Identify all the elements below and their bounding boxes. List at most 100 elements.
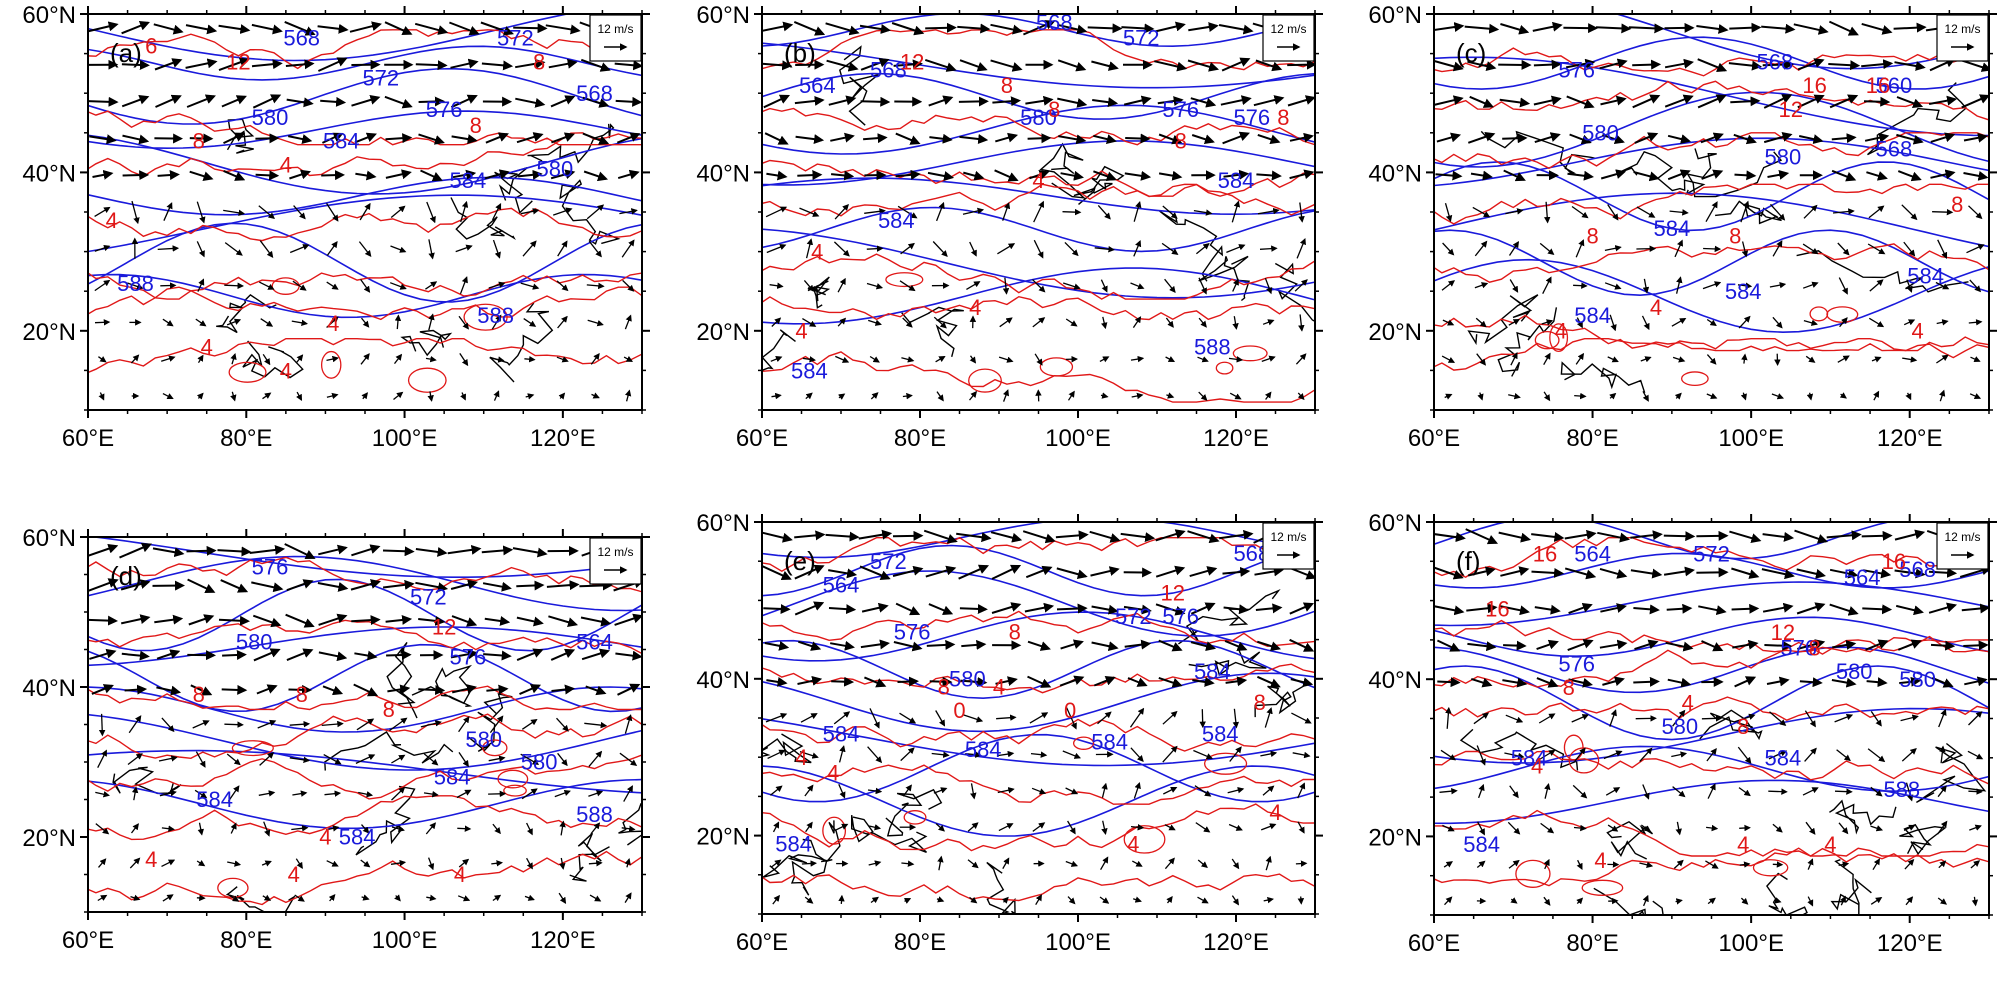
blue-contour-label: 580	[521, 750, 558, 775]
lat-tick-label: 60°N	[22, 525, 76, 552]
blue-contour-label: 584	[1511, 746, 1548, 771]
map-panel-2: 5685725645685805765765725845845885841288…	[696, 2, 1323, 452]
blue-contour-label: 560	[1876, 73, 1913, 98]
blue-contour-label: 564	[799, 73, 836, 98]
lat-tick-label: 20°N	[22, 825, 76, 852]
blue-contour-label: 580	[1899, 667, 1936, 692]
geopotential-contours	[762, 14, 1315, 325]
reference-vector-label: 12 m/s	[1944, 530, 1980, 544]
blue-contour-label: 572	[870, 549, 907, 574]
red-contour-label: 4	[1824, 832, 1836, 857]
lat-tick-label: 60°N	[1368, 510, 1422, 537]
red-contour-label: 8	[296, 682, 308, 707]
red-contour-label: 8	[1951, 192, 1963, 217]
lon-tick-label: 120°E	[1203, 929, 1269, 956]
blue-contour-label: 572	[362, 65, 399, 90]
lon-tick-label: 80°E	[1566, 930, 1618, 957]
blue-contour-label: 572	[1693, 541, 1730, 566]
lat-tick-label: 20°N	[22, 319, 76, 346]
red-contour-label: 4	[1682, 691, 1694, 716]
blue-contour-label: 576	[252, 555, 289, 580]
temperature-contours	[762, 29, 1315, 403]
reference-vector-box	[1936, 522, 1989, 570]
reference-vector-box	[1262, 14, 1315, 62]
lon-tick-label: 60°E	[62, 425, 114, 452]
red-contour-label: 8	[1277, 105, 1289, 130]
blue-contour-label: 584	[1202, 722, 1239, 747]
blue-contour-label: 580	[1661, 714, 1698, 739]
blue-contour-label: 564	[823, 573, 860, 598]
blue-contour-label: 564	[1844, 565, 1881, 590]
red-contour-label: 12	[1161, 580, 1185, 605]
red-contour-label: 4	[993, 675, 1005, 700]
blue-contour-label: 568	[283, 26, 320, 51]
blue-contour-label: 572	[1115, 604, 1152, 629]
lon-tick-label: 60°E	[736, 425, 788, 452]
blue-contour-label: 584	[823, 722, 860, 747]
lat-tick-label: 40°N	[696, 160, 750, 187]
wind-vectors	[88, 20, 642, 402]
red-contour-label: 4	[1737, 832, 1749, 857]
wind-vectors	[762, 527, 1315, 906]
wind-vectors	[1434, 20, 1989, 402]
coastline-borders	[1459, 709, 1987, 915]
lon-tick-label: 60°E	[1408, 425, 1460, 452]
blue-contour-label: 572	[497, 26, 534, 51]
blue-contour-label: 584	[450, 168, 487, 193]
red-contour-label: 12	[432, 615, 456, 640]
blue-contour-label: 576	[1558, 57, 1595, 82]
geopotential-contours	[88, 537, 642, 830]
lat-tick-label: 20°N	[1368, 319, 1422, 346]
blue-contour-label: 588	[576, 802, 613, 827]
lon-tick-label: 120°E	[1877, 425, 1943, 452]
blue-contour-label: 584	[1091, 729, 1128, 754]
blue-contour-label: 564	[576, 630, 613, 655]
blue-contour-label: 588	[1194, 335, 1231, 360]
blue-contour-label: 584	[1725, 279, 1762, 304]
red-contour-label: 8	[383, 697, 395, 722]
lat-tick-label: 60°N	[22, 2, 76, 29]
red-contour-label: 8	[533, 49, 545, 74]
lon-tick-label: 100°E	[1045, 929, 1111, 956]
lat-tick-label: 20°N	[696, 824, 750, 851]
reference-vector-label: 12 m/s	[597, 22, 633, 36]
blue-contour-label: 576	[1558, 651, 1595, 676]
blue-contour-label: 584	[791, 358, 828, 383]
red-contour-label: 4	[280, 152, 292, 177]
panel-label: (e)	[784, 546, 816, 576]
wind-vectors	[762, 20, 1315, 402]
red-contour-label: 4	[1127, 831, 1139, 856]
blue-contour-label: 568	[1757, 49, 1794, 74]
reference-vector-label: 12 m/s	[1270, 22, 1306, 36]
red-contour-label: 4	[1032, 168, 1044, 193]
red-contour-label: 4	[827, 761, 839, 786]
blue-contour-label: 584	[1574, 303, 1611, 328]
blue-contour-label: 584	[775, 831, 812, 856]
red-contour-label: 8	[470, 113, 482, 138]
red-contour-label: 4	[1531, 754, 1543, 779]
red-contour-label: 4	[1911, 319, 1923, 344]
lon-tick-label: 120°E	[1877, 930, 1943, 957]
red-contour-label: 12	[900, 49, 924, 74]
blue-contour-label: 576	[894, 620, 931, 645]
lon-tick-label: 80°E	[220, 927, 272, 954]
red-contour-label: 4	[1555, 319, 1567, 344]
red-contour-label: 12	[226, 49, 250, 74]
red-contour-label: 4	[969, 295, 981, 320]
red-contour-label: 8	[1009, 620, 1021, 645]
temperature-contours	[1434, 537, 1989, 896]
blue-contour-label: 576	[450, 645, 487, 670]
blue-contour-label: 584	[965, 737, 1002, 762]
red-contour-label: 4	[280, 358, 292, 383]
blue-contour-label: 580	[236, 630, 273, 655]
blue-contour-label: 588	[117, 271, 154, 296]
red-contour-label: 8	[1737, 714, 1749, 739]
blue-contour-label: 576	[1780, 636, 1817, 661]
blue-contour-label: 588	[477, 303, 514, 328]
lon-tick-label: 80°E	[894, 929, 946, 956]
blue-contour-label: 584	[1765, 746, 1802, 771]
red-contour-label: 4	[795, 319, 807, 344]
reference-vector-label: 12 m/s	[1270, 530, 1306, 544]
blue-contour-label: 580	[1765, 145, 1802, 170]
reference-vector-box	[1262, 522, 1315, 570]
